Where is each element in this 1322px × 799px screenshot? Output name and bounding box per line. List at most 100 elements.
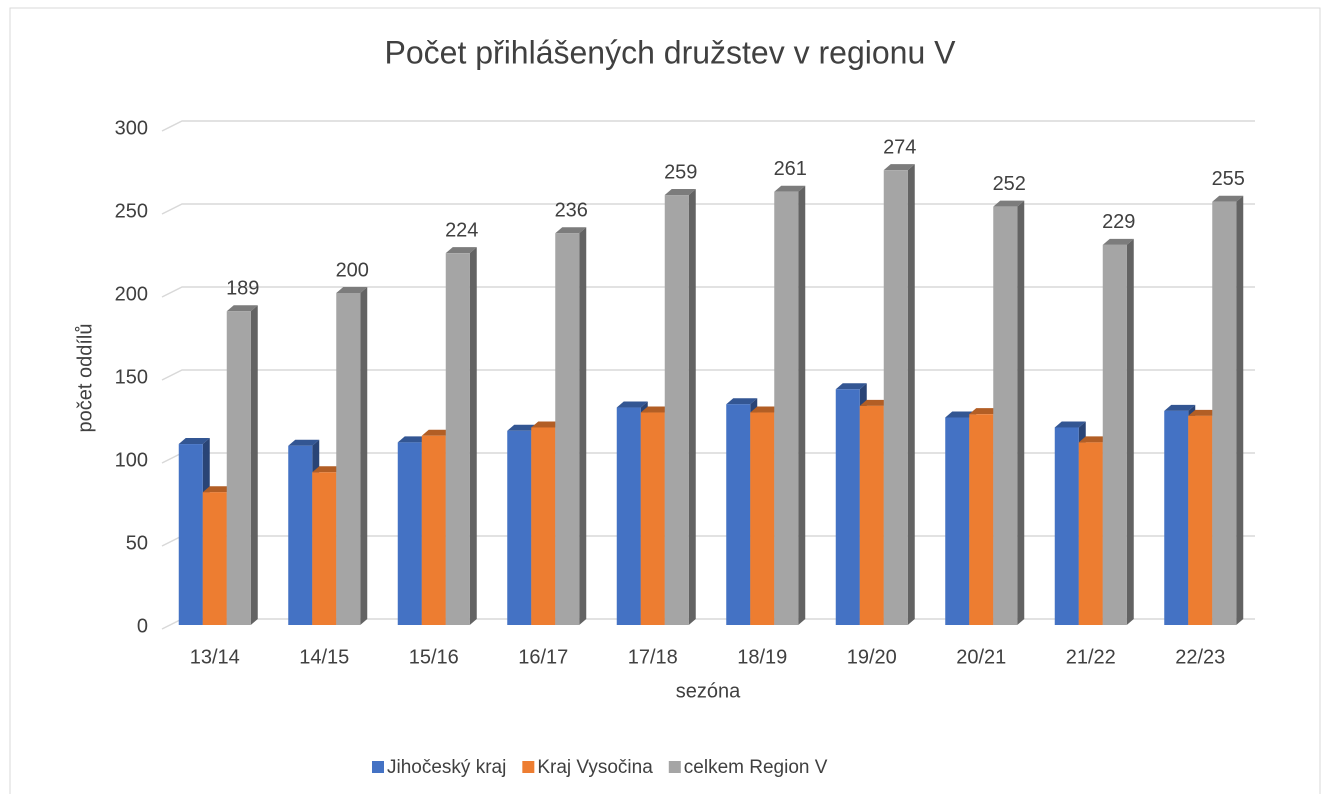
bar-top xyxy=(883,164,915,171)
bar xyxy=(397,442,422,625)
bar xyxy=(178,444,203,625)
bar xyxy=(1054,427,1079,625)
data-label: 259 xyxy=(664,161,697,183)
y-tick-label: 50 xyxy=(126,532,148,554)
data-label: 261 xyxy=(774,158,807,180)
bar xyxy=(202,492,227,625)
bar-top xyxy=(774,185,806,192)
bar xyxy=(664,195,689,625)
bar xyxy=(1212,201,1237,625)
bar xyxy=(835,389,860,625)
bar xyxy=(1164,410,1189,625)
bar xyxy=(616,407,641,625)
y-tick-label: 100 xyxy=(115,449,148,471)
bar-top xyxy=(969,408,1001,415)
bar-top xyxy=(835,383,867,390)
bar-top xyxy=(640,406,672,413)
bar-top xyxy=(555,227,587,234)
x-tick-label: 15/16 xyxy=(409,646,459,668)
bar-top xyxy=(1102,238,1134,245)
x-axis-label: sezóna xyxy=(676,680,741,702)
legend-label: Kraj Vysočina xyxy=(537,757,653,778)
data-label: 274 xyxy=(883,136,916,158)
legend-label: celkem Region V xyxy=(684,757,828,778)
bar xyxy=(312,472,337,625)
bar-side xyxy=(469,247,477,625)
bar xyxy=(421,435,446,625)
bar xyxy=(750,412,775,625)
bar-side xyxy=(798,185,806,626)
bar-top xyxy=(288,439,320,446)
bar xyxy=(507,430,532,625)
bar xyxy=(883,170,908,625)
data-label: 189 xyxy=(226,278,259,300)
y-tick-label: 200 xyxy=(115,283,148,305)
x-tick-label: 21/22 xyxy=(1066,646,1116,668)
bar xyxy=(1078,442,1103,625)
chart-title: Počet přihlášených družstev v regionu V xyxy=(385,34,957,70)
data-label: 236 xyxy=(555,200,588,222)
bar-side xyxy=(688,189,696,625)
bar-top xyxy=(945,411,977,418)
x-tick-label: 19/20 xyxy=(847,646,897,668)
y-tick-label: 0 xyxy=(137,615,148,637)
x-tick-label: 22/23 xyxy=(1175,646,1225,668)
bar-top xyxy=(312,466,344,473)
data-label: 200 xyxy=(336,259,369,281)
bar-top xyxy=(859,399,891,406)
bar-top xyxy=(1054,421,1086,428)
data-label: 252 xyxy=(993,173,1026,195)
bar xyxy=(226,311,251,625)
bar-top xyxy=(1188,409,1220,416)
bar-side xyxy=(1236,195,1244,625)
bar xyxy=(531,427,556,625)
x-tick-label: 16/17 xyxy=(518,646,568,668)
x-tick-label: 13/14 xyxy=(190,646,240,668)
legend-label: Jihočeský kraj xyxy=(387,757,506,778)
y-tick-label: 300 xyxy=(115,117,148,139)
bar-top xyxy=(226,305,258,312)
bar xyxy=(640,412,665,625)
y-axis-label: počet oddílů xyxy=(74,324,96,433)
bar-top xyxy=(993,200,1025,207)
bar xyxy=(859,405,884,625)
bar xyxy=(1188,415,1213,625)
bar-top xyxy=(616,401,648,408)
bar-top xyxy=(1212,195,1244,202)
bar-top xyxy=(202,486,234,493)
bar-side xyxy=(360,287,368,625)
data-label: 255 xyxy=(1212,168,1245,190)
bar xyxy=(288,445,313,625)
bar xyxy=(774,191,799,626)
bar-top xyxy=(531,421,563,428)
bar-side xyxy=(250,305,258,625)
bar-top xyxy=(397,436,429,443)
x-tick-label: 20/21 xyxy=(956,646,1006,668)
grid-line xyxy=(161,120,1255,132)
bar-top xyxy=(445,247,477,254)
bar-top xyxy=(507,424,539,431)
bar xyxy=(969,414,994,625)
x-tick-label: 14/15 xyxy=(299,646,349,668)
bar-top xyxy=(178,438,210,445)
bar-top xyxy=(336,287,368,293)
x-tick-label: 18/19 xyxy=(737,646,787,668)
bar xyxy=(945,417,970,625)
bar-side xyxy=(1017,200,1025,625)
bar xyxy=(336,293,361,625)
y-tick-label: 150 xyxy=(115,366,148,388)
bar xyxy=(993,206,1018,625)
bar-side xyxy=(579,227,587,626)
bar-top xyxy=(1164,404,1196,411)
bar xyxy=(445,253,470,625)
x-tick-label: 17/18 xyxy=(628,646,678,668)
bar xyxy=(1102,244,1127,626)
bar-top xyxy=(1078,436,1110,443)
bar-top xyxy=(750,406,782,413)
bar-side xyxy=(907,164,915,625)
legend-swatch xyxy=(668,761,681,773)
legend-swatch xyxy=(522,761,535,773)
bar-top xyxy=(726,398,758,405)
bar-top xyxy=(421,429,453,436)
